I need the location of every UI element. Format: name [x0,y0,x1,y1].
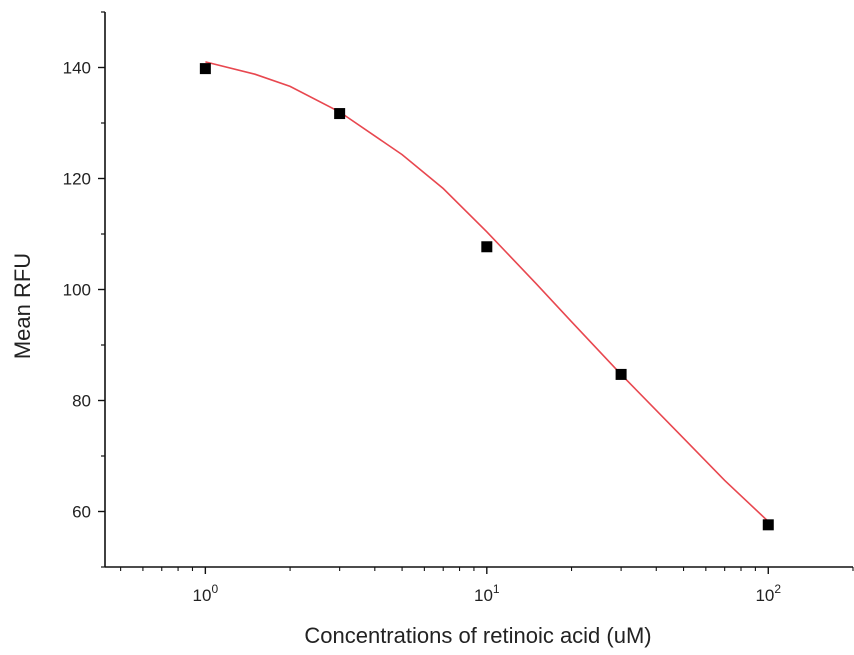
x-tick-label: 101 [474,582,500,605]
y-tick-label: 100 [63,281,91,300]
y-tick-label: 60 [72,503,91,522]
data-point [615,368,627,380]
data-point [199,63,211,75]
data-points-layer [199,63,774,531]
x-tick-label: 102 [755,582,781,605]
x-tick-label: 100 [193,582,219,605]
axes: 60 80 100 120 140 100 101 102 [63,11,854,605]
data-point [481,241,493,253]
fit-curve [205,61,769,523]
y-tick-label: 80 [72,392,91,411]
y-tick-label: 140 [63,59,91,78]
x-axis-title: Concentrations of retinoic acid (uM) [304,623,651,648]
y-tick-label: 120 [63,170,91,189]
fit-curve-layer [205,61,769,523]
data-point [334,108,346,120]
y-axis-title: Mean RFU [10,253,35,359]
data-point [762,519,774,531]
